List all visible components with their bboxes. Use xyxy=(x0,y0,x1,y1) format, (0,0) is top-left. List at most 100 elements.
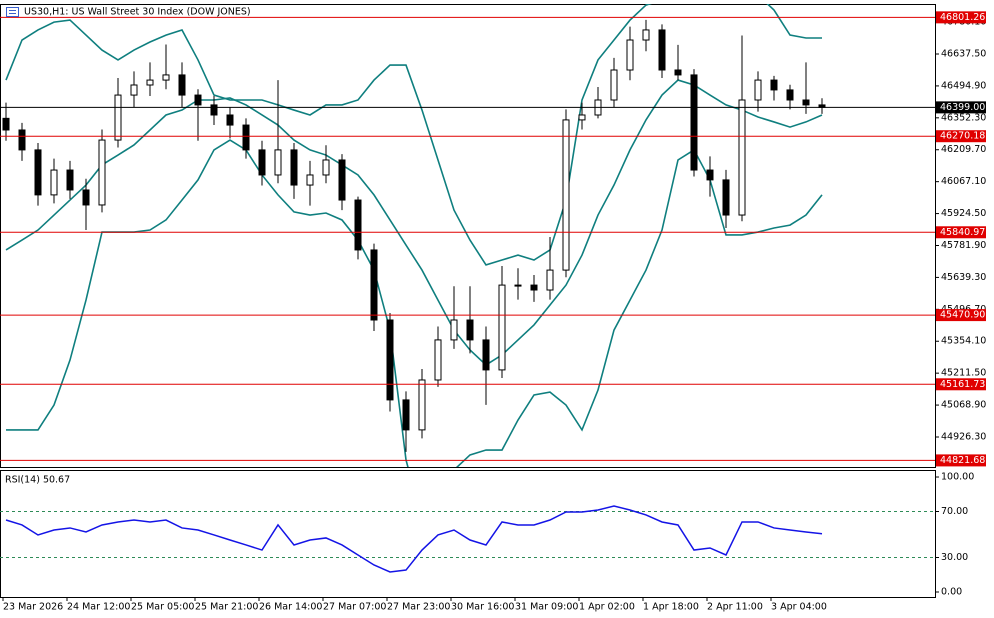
band-lower xyxy=(6,139,823,467)
price-level-label: 45840.97 xyxy=(940,227,985,238)
candle-body xyxy=(706,169,714,181)
rsi-pane xyxy=(0,470,936,598)
candle-body xyxy=(658,29,666,71)
candle-body xyxy=(434,339,442,381)
candle-body xyxy=(210,104,218,116)
rsi-title: RSI(14) 50.67 xyxy=(5,475,70,486)
price-level-tag xyxy=(936,309,986,322)
band-middle xyxy=(5,79,823,366)
band-upper xyxy=(5,4,822,266)
candle-body xyxy=(242,124,250,151)
price-level-tag xyxy=(936,11,986,24)
candle-body xyxy=(194,94,202,106)
x-tick-label: 1 Apr 02:00 xyxy=(579,602,635,613)
candle-body xyxy=(466,319,474,341)
y-tick-label: 70.00 xyxy=(941,506,968,517)
price-level-tag xyxy=(936,454,986,467)
y-tick-label: 0.00 xyxy=(941,586,962,597)
candle-body xyxy=(354,199,362,251)
price-level-label: 46801.26 xyxy=(940,12,985,23)
x-tick-label: 27 Mar 07:00 xyxy=(323,602,386,613)
price-level-label: 46270.18 xyxy=(940,131,985,142)
candle-body xyxy=(66,169,74,191)
candle-body xyxy=(338,159,346,201)
y-tick-label: 46494.90 xyxy=(941,80,986,91)
chart-title: US30,H1: US Wall Street 30 Index (DOW JO… xyxy=(24,7,251,18)
y-tick-label: 46209.70 xyxy=(941,144,986,155)
price-level-label: 45161.73 xyxy=(940,379,985,390)
candle-body xyxy=(402,399,410,431)
x-tick-label: 31 Mar 09:00 xyxy=(515,602,578,613)
y-tick-label: 46637.50 xyxy=(941,48,986,59)
candle-body xyxy=(98,139,106,206)
x-tick-label: 30 Mar 16:00 xyxy=(451,602,514,613)
x-tick-label: 25 Mar 05:00 xyxy=(131,602,194,613)
candle-body xyxy=(306,174,314,186)
candle-body xyxy=(258,149,266,176)
candle-body xyxy=(50,169,58,196)
symbol-icon xyxy=(6,7,19,17)
candle-body xyxy=(530,284,538,291)
y-tick-label: 45211.50 xyxy=(941,368,986,379)
x-tick-label: 3 Apr 04:00 xyxy=(771,602,827,613)
y-tick-label: 30.00 xyxy=(941,552,968,563)
y-tick-label: 45068.90 xyxy=(941,400,986,411)
candle-body xyxy=(802,99,810,106)
candle-body xyxy=(690,74,698,171)
main-plot xyxy=(0,4,935,467)
price-level-label: 46399.00 xyxy=(940,102,985,113)
candle-body xyxy=(738,99,746,216)
candle-body xyxy=(82,189,90,206)
candle-body xyxy=(450,319,458,341)
candle-body xyxy=(146,79,154,86)
candle-body xyxy=(2,117,10,131)
candle-body xyxy=(722,179,730,216)
candle-body xyxy=(642,29,650,41)
candle-body xyxy=(226,114,234,126)
y-tick-label: 100.00 xyxy=(941,472,974,483)
candle-body xyxy=(290,149,298,186)
candle-body xyxy=(114,94,122,141)
rsi-line xyxy=(5,505,823,573)
rsi-plot xyxy=(0,505,935,573)
candle-body xyxy=(322,159,330,176)
price-level-label: 45470.90 xyxy=(940,310,985,321)
candle-body xyxy=(130,84,138,96)
x-tick-label: 26 Mar 14:00 xyxy=(259,602,322,613)
candle-body xyxy=(514,284,522,287)
candle-body xyxy=(418,379,426,431)
y-tick-label: 45781.90 xyxy=(941,240,986,251)
candle-body xyxy=(178,74,186,96)
y-tick-label: 45354.10 xyxy=(941,336,986,347)
price-level-tag xyxy=(936,130,986,143)
x-tick-label: 2 Apr 11:00 xyxy=(707,602,763,613)
x-tick-label: 1 Apr 18:00 xyxy=(643,602,699,613)
x-tick-label: 25 Mar 21:00 xyxy=(195,602,258,613)
candle-body xyxy=(34,149,42,196)
candle-body xyxy=(754,79,762,101)
y-tick-label: 46352.30 xyxy=(941,112,986,123)
candle-body xyxy=(546,269,554,291)
y-tick-label: 46067.10 xyxy=(941,176,986,187)
candle-body xyxy=(674,69,682,76)
candle-body xyxy=(370,249,378,321)
candle-body xyxy=(562,119,570,271)
price-level-tag xyxy=(936,226,986,239)
price-level-tag xyxy=(936,101,986,114)
candle-body xyxy=(18,129,26,151)
x-tick-label: 24 Mar 12:00 xyxy=(67,602,130,613)
main-pane xyxy=(0,4,936,468)
x-tick-label: 27 Mar 23:00 xyxy=(387,602,450,613)
price-level-tag xyxy=(936,378,986,391)
candle-body xyxy=(578,114,586,121)
y-tick-label: 45924.50 xyxy=(941,208,986,219)
candle-body xyxy=(610,69,618,101)
axes: 46780.1046637.5046494.9046352.3046209.70… xyxy=(2,11,986,613)
price-level-label: 44821.68 xyxy=(940,455,985,466)
candle-body xyxy=(482,339,490,371)
y-tick-label: 45639.30 xyxy=(941,272,986,283)
candle-body xyxy=(386,319,394,401)
candle-body xyxy=(162,74,170,81)
